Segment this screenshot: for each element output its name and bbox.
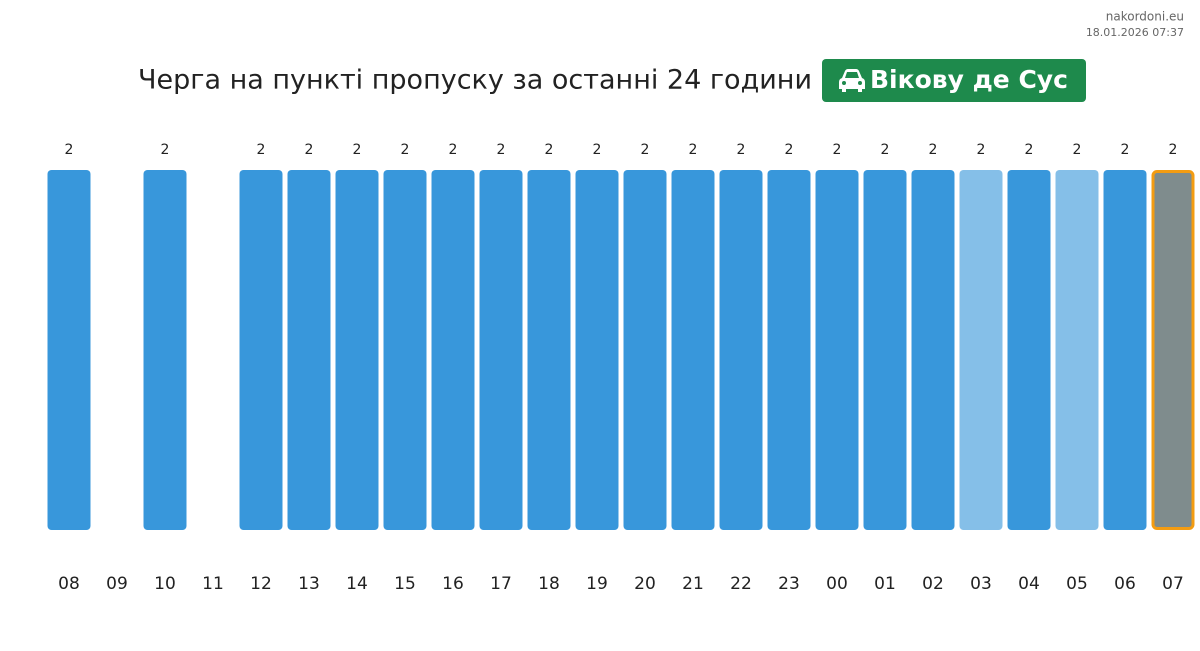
x-tick-label: 15 bbox=[394, 574, 416, 594]
bar bbox=[911, 170, 955, 530]
value-label: 2 bbox=[689, 142, 698, 158]
value-label: 2 bbox=[737, 142, 746, 158]
x-tick-label: 10 bbox=[154, 574, 176, 594]
x-tick-label: 03 bbox=[970, 574, 992, 594]
value-label: 2 bbox=[833, 142, 842, 158]
bar bbox=[143, 170, 187, 530]
value-label: 2 bbox=[641, 142, 650, 158]
bar bbox=[671, 170, 715, 530]
bar bbox=[1007, 170, 1051, 530]
bar bbox=[479, 170, 523, 530]
x-tick-label: 06 bbox=[1114, 574, 1136, 594]
value-label: 2 bbox=[1121, 142, 1130, 158]
bar bbox=[527, 170, 571, 530]
x-tick-label: 12 bbox=[250, 574, 272, 594]
value-label: 2 bbox=[401, 142, 410, 158]
x-tick-label: 09 bbox=[106, 574, 128, 594]
bar bbox=[623, 170, 667, 530]
bar bbox=[959, 170, 1003, 530]
bar bbox=[719, 170, 763, 530]
value-label: 2 bbox=[65, 142, 74, 158]
value-label: 2 bbox=[929, 142, 938, 158]
x-tick-label: 13 bbox=[298, 574, 320, 594]
value-label: 2 bbox=[353, 142, 362, 158]
bar bbox=[1103, 170, 1147, 530]
value-label: 2 bbox=[305, 142, 314, 158]
x-tick-label: 17 bbox=[490, 574, 512, 594]
x-tick-label: 22 bbox=[730, 574, 752, 594]
value-label: 2 bbox=[785, 142, 794, 158]
bar bbox=[863, 170, 907, 530]
value-label: 2 bbox=[881, 142, 890, 158]
bar bbox=[575, 170, 619, 530]
value-label: 2 bbox=[497, 142, 506, 158]
bar bbox=[431, 170, 475, 530]
x-tick-label: 16 bbox=[442, 574, 464, 594]
value-label: 2 bbox=[1169, 142, 1178, 158]
bar bbox=[767, 170, 811, 530]
x-tick-label: 14 bbox=[346, 574, 368, 594]
bar bbox=[1055, 170, 1099, 530]
x-tick-label: 19 bbox=[586, 574, 608, 594]
x-tick-label: 04 bbox=[1018, 574, 1040, 594]
bar bbox=[239, 170, 283, 530]
bar bbox=[335, 170, 379, 530]
bar bbox=[383, 170, 427, 530]
value-label: 2 bbox=[449, 142, 458, 158]
site-name: nakordoni.eu bbox=[1106, 10, 1184, 24]
value-label: 2 bbox=[1073, 142, 1082, 158]
badge bbox=[822, 59, 1086, 102]
bar bbox=[287, 170, 331, 530]
bar bbox=[47, 170, 91, 530]
x-tick-label: 00 bbox=[826, 574, 848, 594]
x-tick-label: 08 bbox=[58, 574, 80, 594]
x-tick-label: 23 bbox=[778, 574, 800, 594]
bar bbox=[1151, 170, 1195, 530]
chart-title: Черга на пункті пропуску за останні 24 г… bbox=[138, 65, 812, 96]
x-tick-label: 05 bbox=[1066, 574, 1088, 594]
timestamp: 18.01.2026 07:37 bbox=[1086, 26, 1184, 39]
value-label: 2 bbox=[257, 142, 266, 158]
x-tick-label: 20 bbox=[634, 574, 656, 594]
value-label: 2 bbox=[1025, 142, 1034, 158]
value-label: 2 bbox=[161, 142, 170, 158]
value-label: 2 bbox=[545, 142, 554, 158]
x-tick-label: 11 bbox=[202, 574, 224, 594]
x-tick-label: 01 bbox=[874, 574, 896, 594]
car-icon bbox=[839, 69, 865, 92]
x-tick-label: 07 bbox=[1162, 574, 1184, 594]
x-tick-label: 18 bbox=[538, 574, 560, 594]
value-label: 2 bbox=[593, 142, 602, 158]
x-tick-label: 21 bbox=[682, 574, 704, 594]
value-label: 2 bbox=[977, 142, 986, 158]
bar bbox=[815, 170, 859, 530]
x-tick-label: 02 bbox=[922, 574, 944, 594]
badge-text: Вікову де Сус bbox=[870, 65, 1068, 94]
